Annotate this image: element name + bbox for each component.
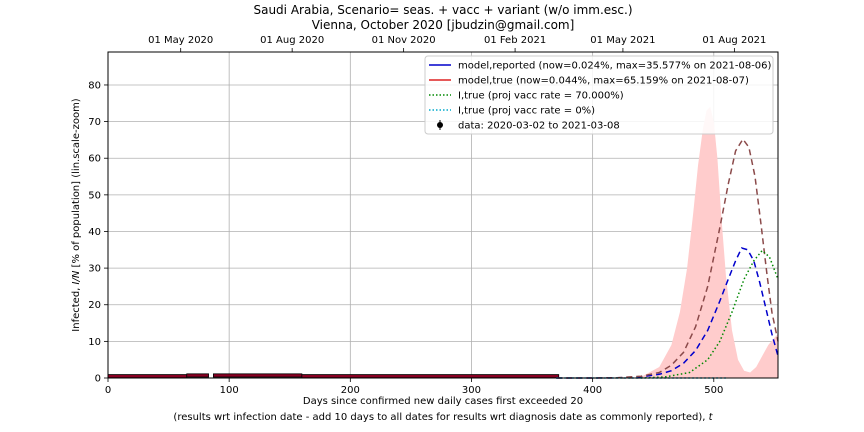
date-tick-label: 01 May 2020 [148,35,213,46]
y-tick-label: 40 [88,227,101,238]
legend-label: I,true (proj vacc rate = 0%) [458,106,595,117]
legend-label: model,reported (now=0.024%, max=35.577% … [458,61,772,72]
x-tick-label: 200 [341,385,360,396]
date-tick-label: 01 Aug 2020 [260,35,324,46]
y-tick-label: 70 [88,117,101,128]
y-tick-label: 0 [95,374,101,385]
date-tick-label: 01 Nov 2020 [372,35,436,46]
x-tick-label: 100 [220,385,239,396]
legend-marker [437,122,443,128]
data-segment [186,373,209,378]
legend-label: data: 2020-03-02 to 2021-03-08 [458,121,620,132]
uncertainty-band [641,106,778,379]
x-tick-label: 500 [704,385,723,396]
data-segment [301,374,560,379]
x-tick-layer: 0 100 200 300 400 500 [105,378,723,396]
legend: model,reported (now=0.024%, max=35.577% … [424,55,774,135]
date-tick-layer: 01 May 2020 01 Aug 2020 01 Nov 2020 01 Feb … [148,35,766,52]
date-tick-label: 01 May 2021 [590,35,655,46]
date-tick-label: 01 Feb 2021 [484,35,546,46]
series-line-2 [641,249,779,379]
y-axis-label: Infected, I/N [% of population] (lin.sca… [71,98,82,332]
y-tick-label: 60 [88,154,101,165]
series-line-1 [556,137,779,379]
y-tick-label: 50 [88,190,101,201]
chart-title-line2: Vienna, October 2020 [jbudzin@gmail.com] [312,18,575,32]
legend-box [424,55,774,135]
y-tick-label: 10 [88,337,101,348]
y-tick-label: 30 [88,264,101,275]
legend-label: model,true (now=0.044%, max=65.159% on 2… [458,76,749,87]
plot-frame-border [107,51,779,379]
data-segment [107,374,188,379]
legend-label: I,true (proj vacc rate = 70.000%) [458,91,624,102]
x-tick-label: 300 [462,385,481,396]
x-tick-label: 400 [583,385,602,396]
x-axis-sublabel: (results wrt infection date - add 10 day… [173,412,713,423]
y-tick-label: 20 [88,300,101,311]
x-tick-label: 0 [105,385,111,396]
band-layer [641,106,778,379]
x-axis-label: Days since confirmed new daily cases fir… [303,396,583,407]
y-tick-layer: 0 10 20 30 40 50 60 70 80 [88,80,108,385]
y-tick-label: 80 [88,80,101,91]
chart-title-line1: Saudi Arabia, Scenario= seas. + vacc + v… [253,3,632,17]
data-segment [213,373,303,378]
date-tick-label: 01 Aug 2021 [702,35,766,46]
